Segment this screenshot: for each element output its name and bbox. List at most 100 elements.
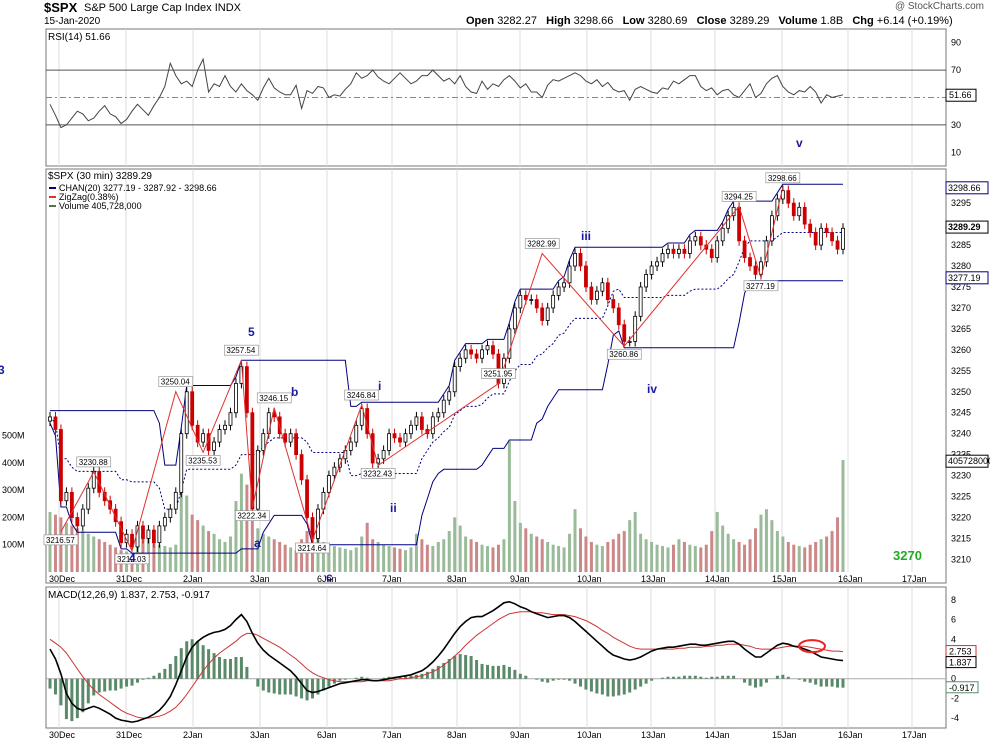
volume-bar bbox=[316, 536, 320, 572]
macd-last-value: 1.837 bbox=[949, 658, 972, 668]
candle-body bbox=[53, 416, 58, 430]
candle-body bbox=[48, 416, 52, 422]
volume-bar bbox=[294, 550, 298, 572]
macd-histogram-bar bbox=[595, 678, 599, 694]
macd-histogram-bar bbox=[814, 678, 818, 685]
macd-tick: 8 bbox=[951, 595, 956, 605]
macd-histogram-bar bbox=[360, 676, 364, 679]
macd-histogram-bar bbox=[573, 678, 577, 684]
wave-label: ii bbox=[390, 501, 397, 515]
macd-histogram-bar bbox=[125, 678, 129, 687]
candle-body bbox=[64, 491, 69, 502]
macd-histogram-bar bbox=[666, 676, 670, 679]
candle-body bbox=[414, 416, 419, 426]
macd-histogram-bar bbox=[578, 678, 582, 687]
volume-bar bbox=[655, 544, 659, 572]
macd-histogram-bar bbox=[196, 641, 200, 679]
candle-body bbox=[288, 433, 293, 443]
volume-bar bbox=[261, 533, 265, 572]
candle-body bbox=[507, 328, 512, 359]
copyright: @ StockCharts.com bbox=[894, 1, 984, 12]
volume-bar bbox=[185, 495, 189, 572]
macd-histogram-bar bbox=[469, 656, 473, 679]
volume-tick: 300M bbox=[2, 485, 25, 495]
volume-bar bbox=[382, 544, 386, 572]
macd-tick: -4 bbox=[951, 713, 959, 723]
macd-histogram-bar bbox=[447, 659, 451, 679]
macd-histogram-bar bbox=[157, 672, 161, 679]
volume-bar bbox=[819, 539, 823, 572]
candle-body bbox=[327, 475, 331, 493]
pivot-label: 3230.88 bbox=[79, 458, 108, 467]
volume-bar bbox=[633, 511, 637, 572]
candle-body bbox=[759, 261, 763, 275]
volume-bar bbox=[644, 539, 648, 572]
volume-bar bbox=[108, 544, 112, 572]
macd-histogram-bar bbox=[354, 677, 358, 679]
wave-label: iii bbox=[581, 229, 591, 243]
volume-bar bbox=[693, 546, 697, 572]
candle-body bbox=[436, 412, 441, 418]
macd-histogram-bar bbox=[283, 678, 287, 695]
volume-bar bbox=[830, 531, 834, 572]
volume-bar bbox=[502, 539, 506, 572]
candle-body bbox=[195, 424, 200, 443]
macd-histogram-bar bbox=[639, 678, 643, 687]
rsi-tick: 10 bbox=[951, 147, 961, 157]
candle-body bbox=[173, 491, 178, 510]
pivot-label: 3216.57 bbox=[46, 536, 75, 545]
pivot-label: 3294.25 bbox=[724, 192, 753, 201]
volume-bar bbox=[409, 547, 413, 572]
candle-body bbox=[791, 202, 796, 217]
candle-body bbox=[578, 253, 583, 267]
x-axis-label: 16Jan bbox=[838, 730, 863, 740]
candle-body bbox=[529, 299, 534, 301]
candle-body bbox=[441, 399, 446, 414]
candle-body bbox=[594, 290, 599, 300]
volume-bar bbox=[92, 536, 96, 572]
volume-bar bbox=[453, 517, 457, 572]
volume-bar bbox=[480, 544, 484, 572]
signal-last-value: 2.753 bbox=[949, 647, 972, 657]
volume-tick: 200M bbox=[2, 512, 25, 522]
price-tick: 3220 bbox=[951, 513, 971, 523]
macd-histogram-bar bbox=[557, 678, 561, 680]
volume-bar bbox=[289, 547, 293, 572]
pivot-label: 3298.66 bbox=[768, 174, 797, 183]
candle-body bbox=[69, 491, 74, 518]
macd-histogram-bar bbox=[661, 677, 665, 679]
candle-body bbox=[119, 521, 123, 544]
wave-label: 5 bbox=[248, 325, 255, 339]
macd-histogram-bar bbox=[535, 678, 539, 680]
pivot-label-box bbox=[606, 348, 642, 360]
x-axis-label: 30Dec bbox=[49, 730, 76, 740]
candle-body bbox=[223, 424, 227, 430]
macd-histogram-bar bbox=[644, 678, 648, 684]
volume-bar bbox=[792, 544, 796, 572]
macd-histogram-bar bbox=[562, 678, 566, 680]
volume-bar bbox=[814, 541, 818, 572]
pivot-label: 3257.54 bbox=[226, 346, 255, 355]
candle-body bbox=[589, 286, 594, 300]
candle-body bbox=[234, 382, 238, 414]
macd-histogram-bar bbox=[540, 678, 544, 682]
candle-body bbox=[802, 206, 807, 225]
volume-bar bbox=[343, 548, 347, 572]
macd-histogram-bar bbox=[343, 678, 347, 680]
volume-bar bbox=[595, 544, 599, 572]
candle-body bbox=[742, 240, 747, 259]
macd-histogram-bar bbox=[836, 678, 840, 688]
macd-histogram-bar bbox=[152, 675, 156, 679]
candle-body bbox=[715, 240, 720, 259]
rsi-last-value: 51.66 bbox=[949, 90, 972, 100]
candle-body bbox=[622, 324, 627, 342]
macd-histogram-bar bbox=[234, 657, 238, 679]
volume-bar bbox=[770, 520, 774, 572]
volume-bar bbox=[196, 520, 200, 572]
macd-histogram-bar bbox=[245, 666, 249, 679]
pivot-label-box bbox=[185, 455, 221, 466]
volume-bar bbox=[64, 522, 68, 572]
volume-bar bbox=[403, 550, 407, 572]
macd-histogram-bar bbox=[212, 653, 216, 679]
volume-bar bbox=[753, 528, 757, 572]
